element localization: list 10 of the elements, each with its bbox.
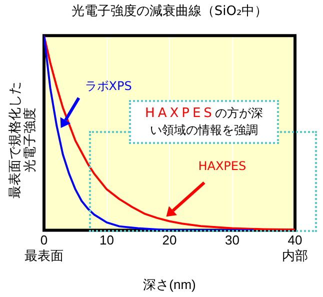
chart-title: 光電子強度の減衰曲線（SiO₂中） [71,3,268,20]
y-axis-title: 最表面で規格化した光電子強度 [8,80,38,200]
x-tick-label: 20 [162,232,177,248]
x-axis-title: 深さ(nm) [143,276,196,292]
text: HAXPES [198,158,246,173]
text: ラボXPS [84,78,132,95]
x-tick-label: 10 [100,232,114,248]
x-tick-label: 30 [225,232,240,248]
x-tick-label: 0 最表面 [24,232,64,264]
x-tick-label: 40 内部 [282,232,308,264]
